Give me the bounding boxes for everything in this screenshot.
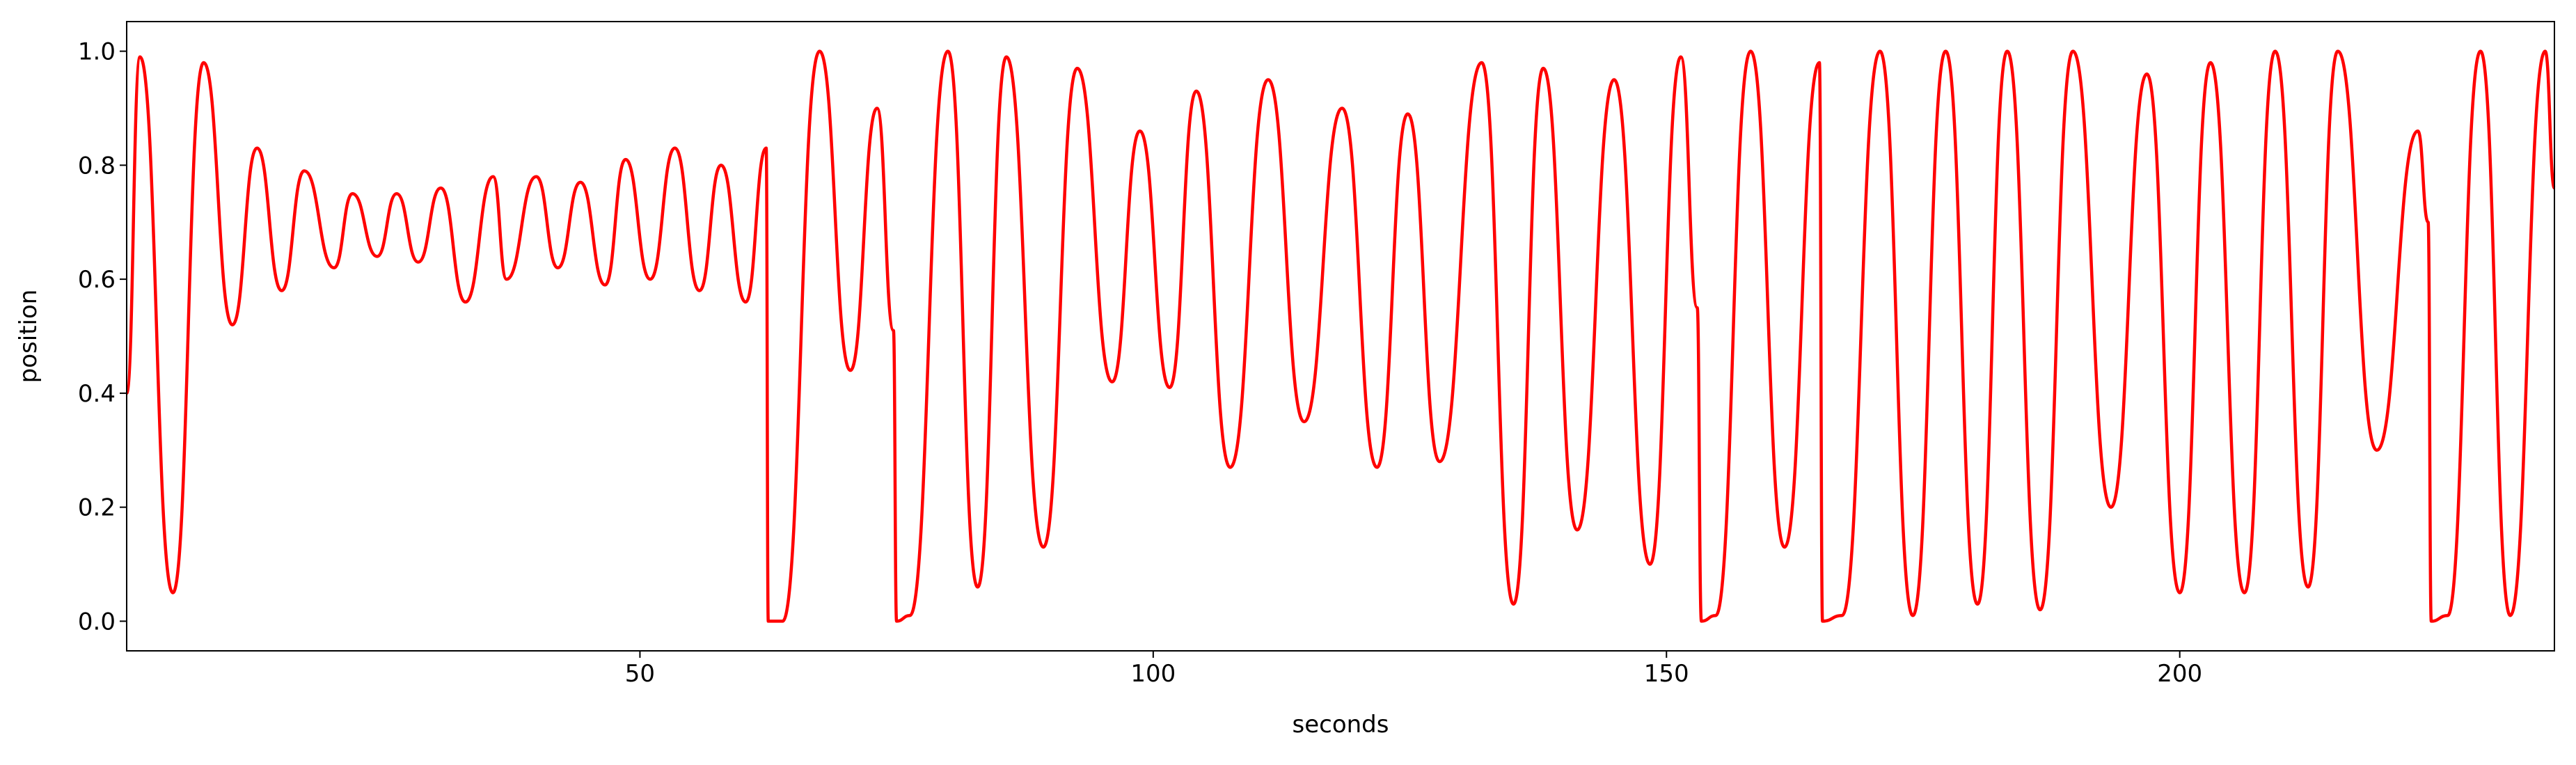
plot-frame <box>126 21 2555 652</box>
y-tick-label: 0.2 <box>78 494 116 522</box>
y-tick-label: 0.8 <box>78 152 116 180</box>
data-line <box>125 49 2557 623</box>
x-tick-label: 50 <box>625 660 655 688</box>
y-axis-label: position <box>15 290 42 384</box>
y-tick-label: 0.6 <box>78 266 116 294</box>
x-axis-label: seconds <box>1293 711 1389 739</box>
x-tick-label: 100 <box>1130 660 1176 688</box>
y-tick-label: 0.0 <box>78 608 116 636</box>
x-tick-label: 200 <box>2157 660 2202 688</box>
y-tick-label: 1.0 <box>78 38 116 66</box>
x-tick-label: 150 <box>1644 660 1689 688</box>
y-tick-label: 0.4 <box>78 380 116 408</box>
